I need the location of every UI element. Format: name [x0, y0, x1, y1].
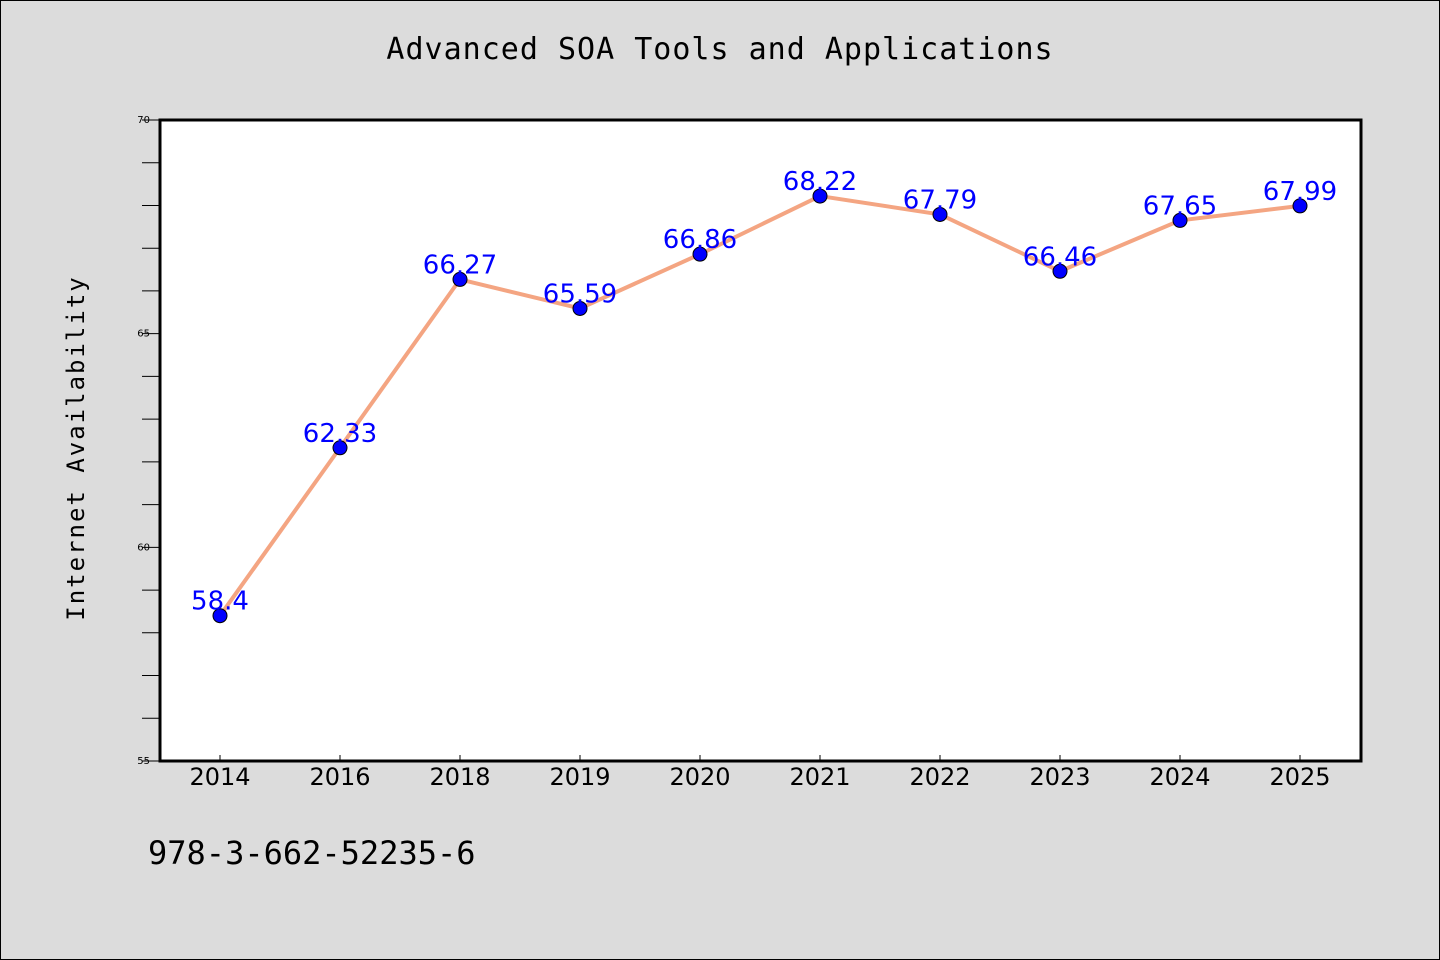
x-tick-label: 2019 [549, 763, 610, 791]
y-tick-label: 65 [137, 329, 150, 340]
data-label: 58.4 [191, 587, 249, 617]
data-label: 66.46 [1023, 242, 1097, 272]
y-tick-label: 60 [137, 542, 150, 553]
x-tick-label: 2022 [909, 763, 970, 791]
isbn-text: 978-3-662-52235-6 [148, 834, 476, 872]
y-tick-label: 70 [137, 115, 150, 126]
x-tick-label: 2020 [669, 763, 730, 791]
x-tick-label: 2025 [1269, 763, 1330, 791]
data-point [452, 271, 468, 287]
data-point [812, 188, 828, 204]
data-label: 66.86 [663, 225, 737, 255]
data-label: 67.99 [1263, 177, 1337, 207]
series-line [218, 194, 1302, 618]
data-label: 66.27 [423, 250, 497, 280]
data-point [332, 440, 348, 456]
data-point [1172, 212, 1188, 228]
data-label: 62.33 [303, 419, 377, 449]
y-axis-ticks: 55 60 65 70 [137, 115, 160, 767]
data-point [1292, 198, 1308, 214]
data-point [1052, 263, 1068, 279]
x-tick-label: 2018 [429, 763, 490, 791]
data-point [932, 206, 948, 222]
data-point [572, 300, 588, 316]
data-label: 65.59 [543, 279, 617, 309]
data-point [212, 608, 228, 624]
chart-title: Advanced SOA Tools and Applications [386, 32, 1054, 67]
series-group: 58.4 62.33 66.27 65.59 66.86 68.22 67.79 66.46 6… [191, 167, 1337, 624]
x-tick-label: 2024 [1149, 763, 1210, 791]
data-label: 67.79 [903, 185, 977, 215]
x-tick-label: 2021 [789, 763, 850, 791]
x-axis-ticks: 2014 2016 2018 2019 2020 2021 2022 2023 2024 2025 [189, 755, 1331, 791]
data-label: 67.65 [1143, 191, 1217, 221]
x-tick-label: 2016 [309, 763, 370, 791]
y-tick-label: 55 [137, 756, 150, 767]
data-point [692, 246, 708, 262]
data-label: 68.22 [783, 167, 857, 197]
x-tick-label: 2023 [1029, 763, 1090, 791]
x-tick-label: 2014 [189, 763, 250, 791]
